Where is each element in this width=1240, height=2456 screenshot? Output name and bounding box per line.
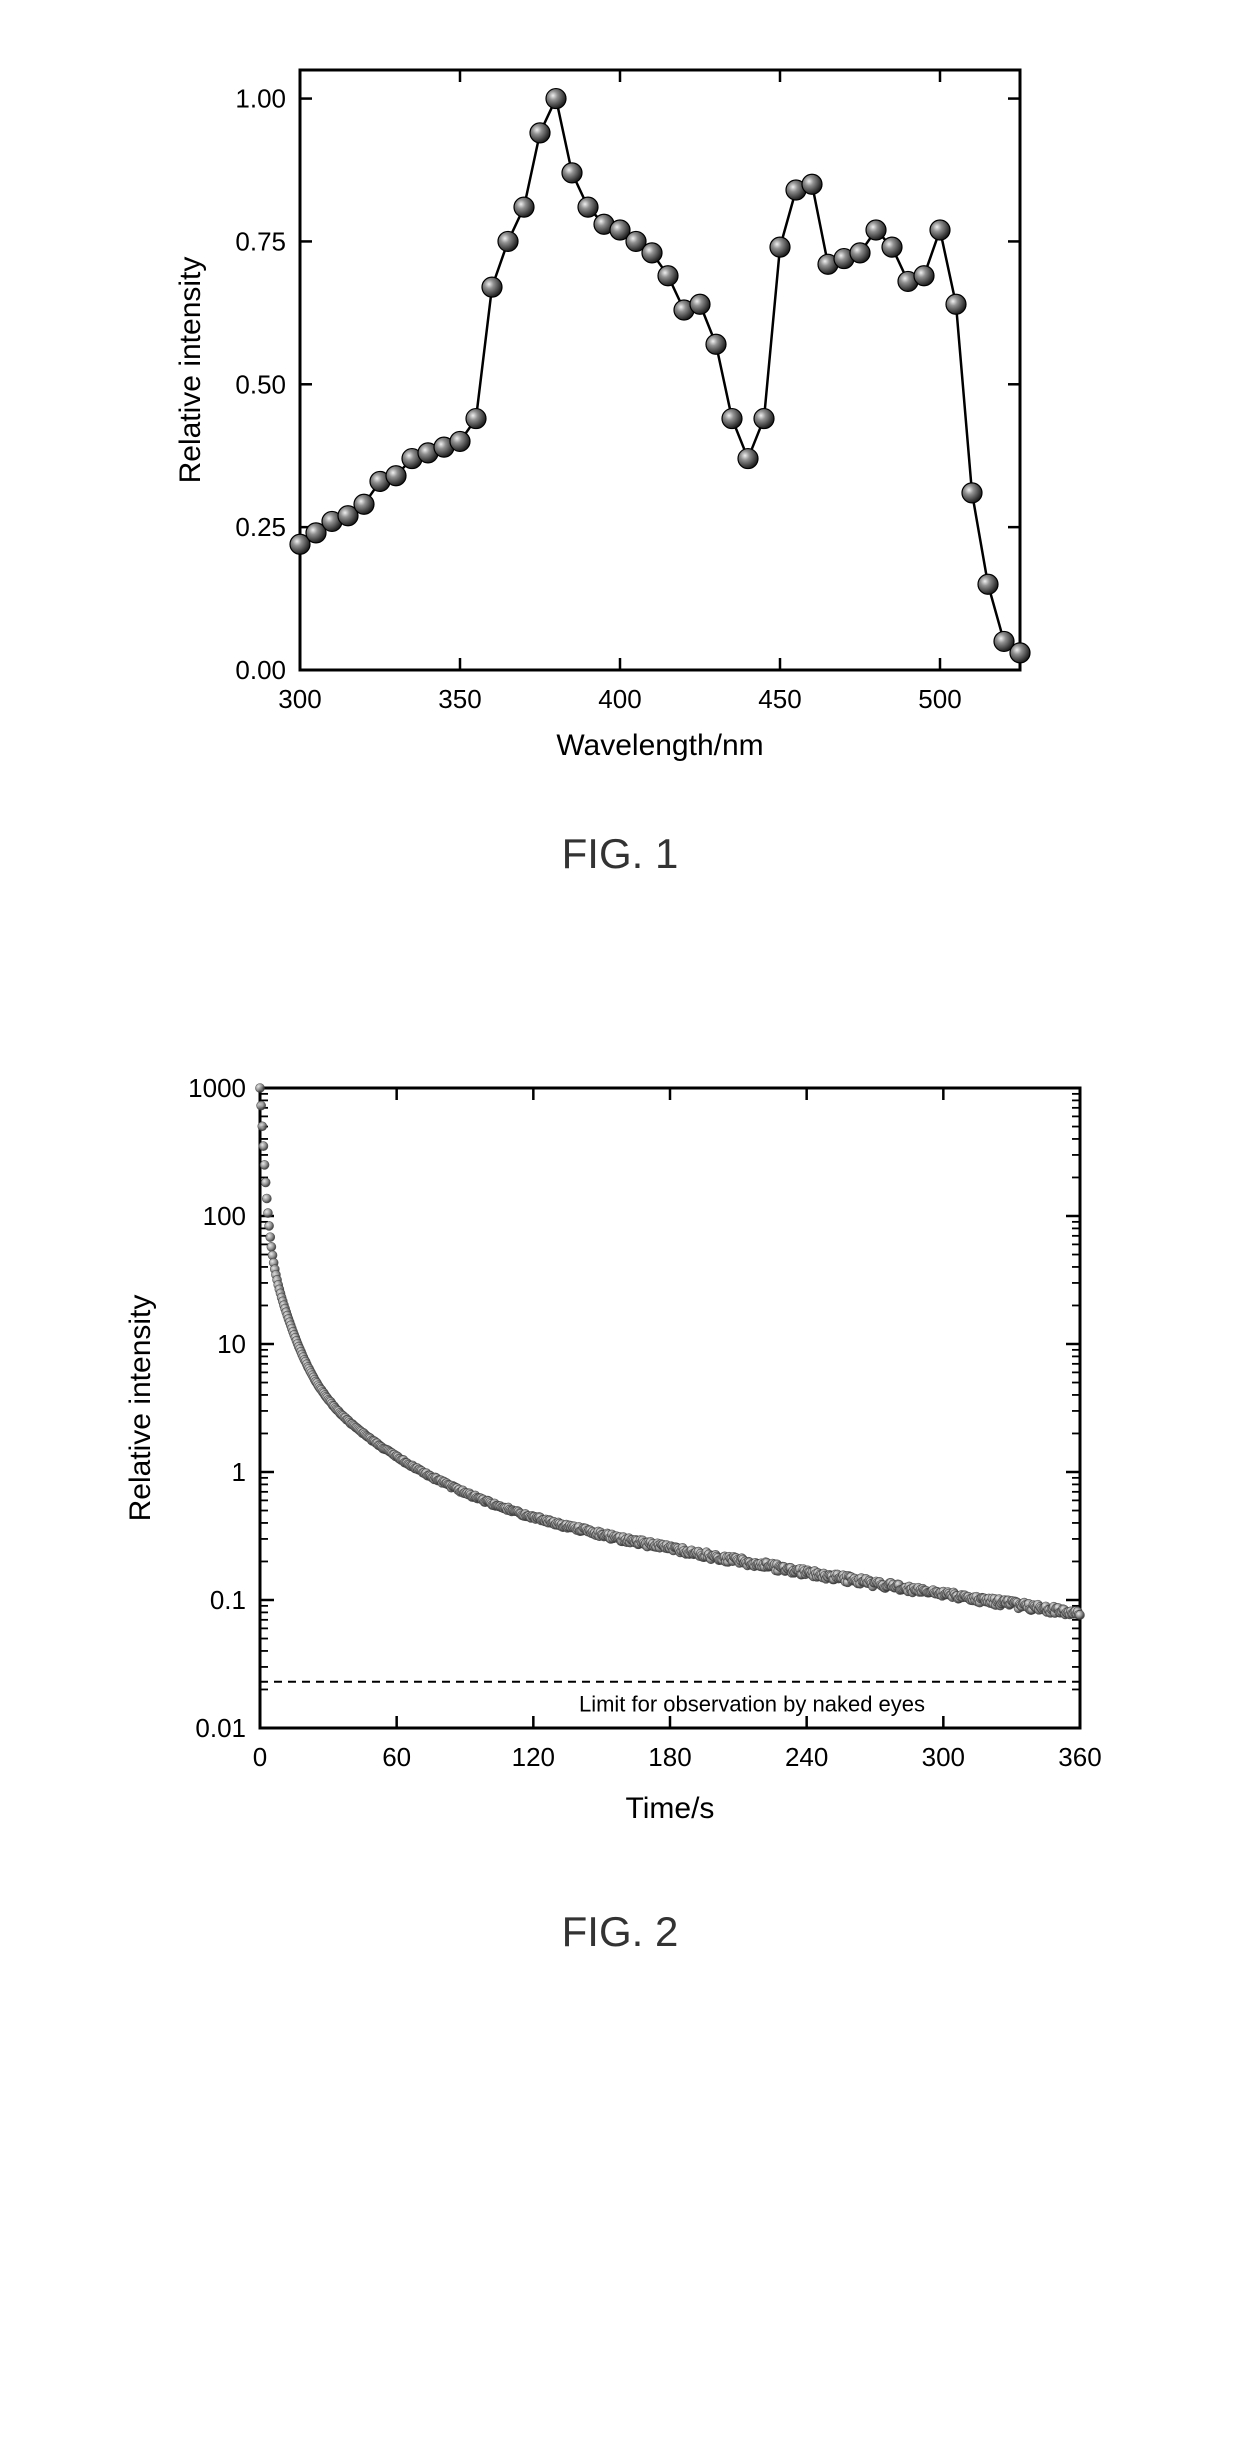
svg-text:0: 0 [253, 1742, 267, 1772]
svg-text:Wavelength/nm: Wavelength/nm [556, 729, 763, 762]
svg-text:400: 400 [598, 684, 641, 714]
svg-text:1.00: 1.00 [235, 84, 286, 114]
svg-text:0.00: 0.00 [235, 655, 286, 685]
fig2-caption: FIG. 2 [100, 1908, 1140, 1956]
svg-text:100: 100 [203, 1201, 246, 1231]
svg-text:10: 10 [217, 1329, 246, 1359]
svg-text:180: 180 [648, 1742, 691, 1772]
svg-text:350: 350 [438, 684, 481, 714]
svg-text:Time/s: Time/s [626, 1792, 715, 1825]
svg-text:240: 240 [785, 1742, 828, 1772]
svg-text:500: 500 [918, 684, 961, 714]
fig2-chart: 0 60 120 180 240 300 360 0.01 0.1 1 10 100 1000 Limit… [100, 1058, 1140, 1878]
svg-text:450: 450 [758, 684, 801, 714]
svg-text:120: 120 [512, 1742, 555, 1772]
svg-text:0.75: 0.75 [235, 226, 286, 256]
svg-text:360: 360 [1058, 1742, 1101, 1772]
svg-text:300: 300 [278, 684, 321, 714]
svg-text:0.25: 0.25 [235, 512, 286, 542]
svg-text:300: 300 [922, 1742, 965, 1772]
svg-text:1: 1 [232, 1457, 246, 1487]
svg-text:1000: 1000 [188, 1073, 246, 1103]
svg-text:0.01: 0.01 [195, 1713, 246, 1743]
svg-text:0.1: 0.1 [210, 1585, 246, 1615]
fig2-svg: 0 60 120 180 240 300 360 0.01 0.1 1 10 100 1000 Limit… [100, 1058, 1140, 1878]
fig1-chart: 300 350 400 450 500 0.00 0.25 0.50 0.75 1.00 Wavel… [150, 40, 1090, 800]
svg-text:Relative intensity: Relative intensity [174, 257, 207, 484]
svg-text:Limit for observation by naked: Limit for observation by naked eyes [579, 1692, 925, 1717]
svg-text:60: 60 [382, 1742, 411, 1772]
svg-text:0.50: 0.50 [235, 369, 286, 399]
fig1-svg: 300 350 400 450 500 0.00 0.25 0.50 0.75 1.00 Wavel… [150, 40, 1090, 800]
fig1-caption: FIG. 1 [150, 830, 1090, 878]
svg-text:Relative intensity: Relative intensity [124, 1295, 157, 1522]
